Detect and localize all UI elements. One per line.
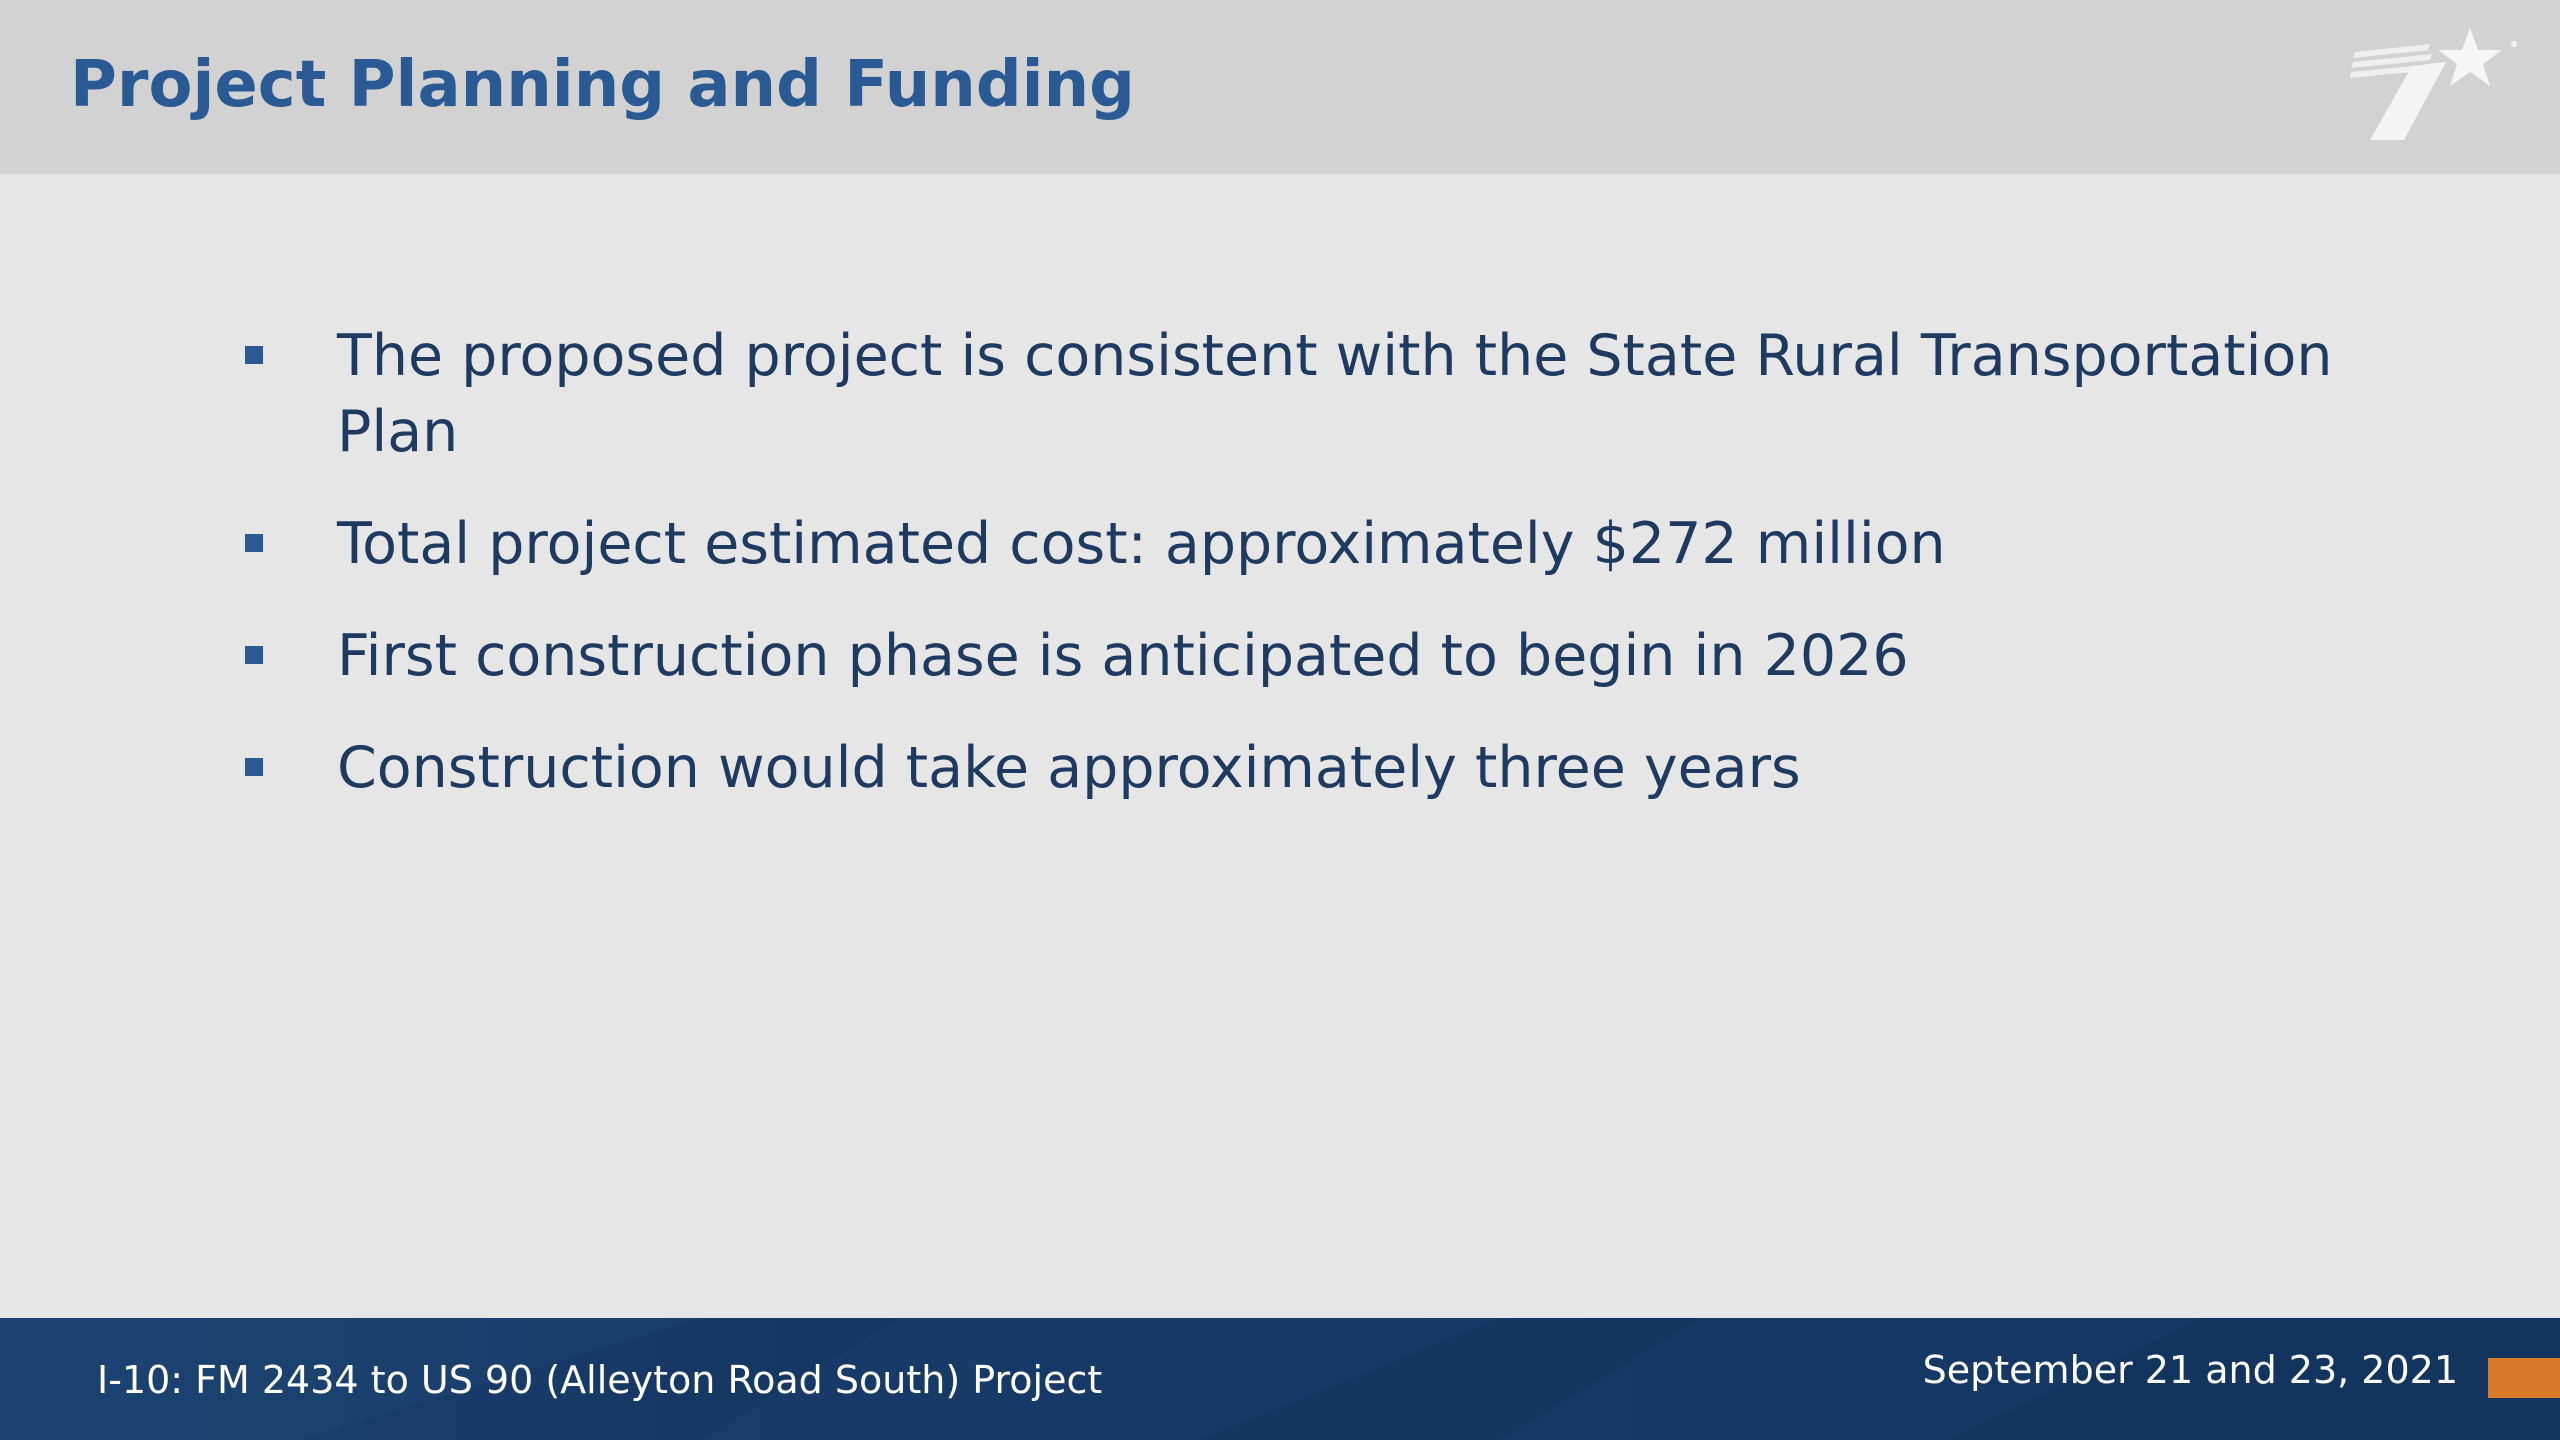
bullet-text: First construction phase is anticipated … <box>337 623 1909 689</box>
list-item: The proposed project is consistent with … <box>245 318 2345 470</box>
txdot-star-logo-icon <box>2350 28 2517 140</box>
footer-project-name: I-10: FM 2434 to US 90 (Alleyton Road So… <box>97 1358 1103 1402</box>
list-item: First construction phase is anticipated … <box>245 618 2345 694</box>
slide-title: Project Planning and Funding <box>70 48 1135 122</box>
square-bullet-icon <box>245 534 263 552</box>
list-item: Total project estimated cost: approximat… <box>245 506 2345 582</box>
footer-date: September 21 and 23, 2021 <box>1922 1348 2458 1392</box>
square-bullet-icon <box>245 346 263 364</box>
bullet-text: The proposed project is consistent with … <box>337 323 2333 465</box>
square-bullet-icon <box>245 758 263 776</box>
slide-header: Project Planning and Funding <box>0 0 2560 174</box>
footer-accent-bar <box>2488 1358 2560 1398</box>
slide-footer: I-10: FM 2434 to US 90 (Alleyton Road So… <box>0 1318 2560 1440</box>
bullet-text: Total project estimated cost: approximat… <box>337 511 1946 577</box>
square-bullet-icon <box>245 646 263 664</box>
bullet-list: The proposed project is consistent with … <box>245 318 2345 842</box>
bullet-text: Construction would take approximately th… <box>337 735 1801 801</box>
footer-background-graphic <box>0 1318 2560 1440</box>
list-item: Construction would take approximately th… <box>245 730 2345 806</box>
